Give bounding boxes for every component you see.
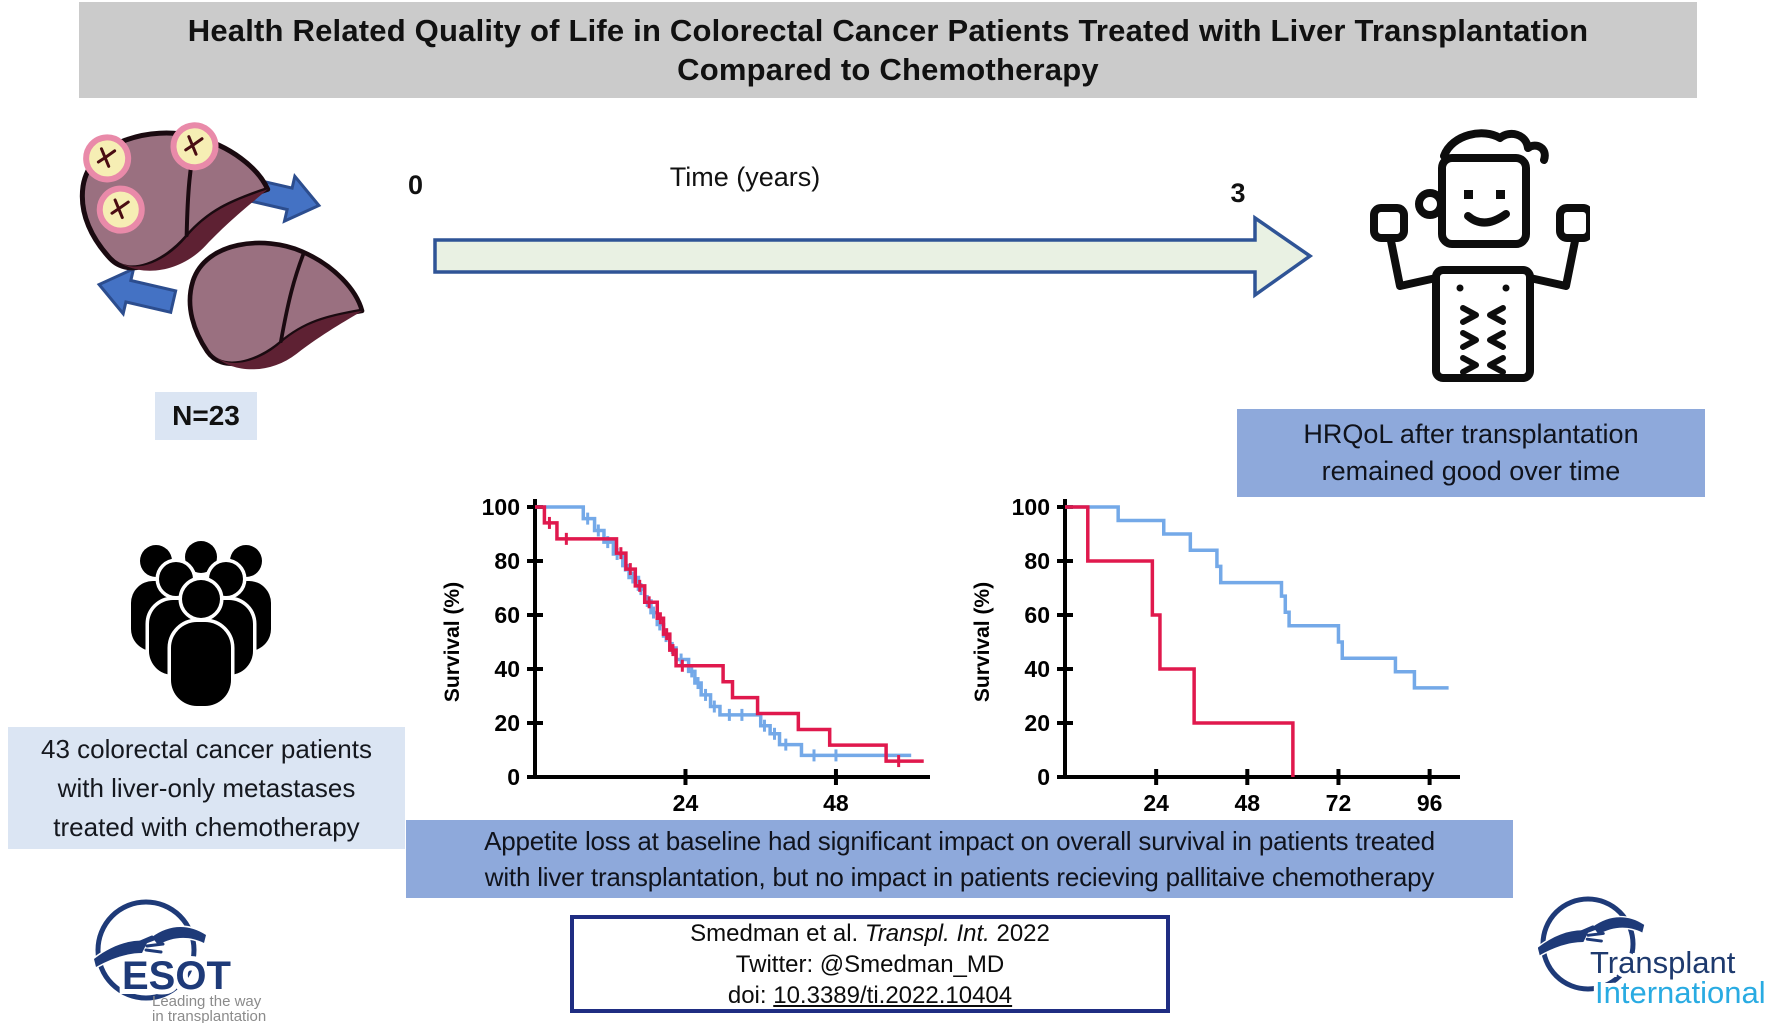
- km-chart-overall-survival: 0 20 40 60 80 100 24 48 Survival (%): [441, 494, 930, 816]
- chemo-group-line-2: with liver-only metastases: [57, 772, 356, 803]
- healthy-liver-icon: [187, 240, 365, 370]
- y-tick-label: 100: [482, 494, 520, 520]
- y-tick-label: 0: [507, 764, 520, 790]
- tumor-icon: [83, 134, 132, 183]
- esot-logo-text: ESOT: [122, 954, 231, 998]
- chemo-group-box: 43 colorectal cancer patients with liver…: [8, 727, 405, 849]
- km-curve-red-series: [535, 505, 924, 763]
- y-tick-label: 0: [1037, 764, 1050, 790]
- ti-logo-text-1: Transplant: [1590, 945, 1736, 980]
- esot-tagline-1: Leading the way: [152, 993, 262, 1010]
- x-tick-label: 96: [1417, 790, 1443, 816]
- y-tick-label: 40: [1024, 656, 1050, 682]
- x-tick-label: 24: [1143, 790, 1169, 816]
- ti-logo-text-2: International: [1595, 975, 1766, 1010]
- y-tick-label: 100: [1012, 494, 1050, 520]
- x-tick-label: 72: [1326, 790, 1352, 816]
- x-tick-label: 24: [673, 790, 699, 816]
- y-tick-label: 60: [494, 602, 520, 628]
- doi-link[interactable]: 10.3389/ti.2022.10404: [773, 981, 1013, 1009]
- diseased-liver-icon: [79, 122, 271, 271]
- km-chart-appetite-loss: 0 20 40 60 80 100 24 48 72 96 Survival (%): [971, 494, 1460, 816]
- transplant-arrow-left-icon: [96, 266, 178, 317]
- citation-line-1: Smedman et al. Transpl. Int. 2022: [690, 918, 1050, 949]
- tumor-icon: [170, 122, 219, 171]
- y-tick-label: 80: [1024, 548, 1050, 574]
- transplant-international-logo: Transplant International: [1538, 896, 1770, 1014]
- timeline-end-label: 3: [1230, 178, 1246, 208]
- citation-authors: Smedman et al.: [690, 919, 865, 947]
- km-curve-blue-series: [1065, 505, 1449, 690]
- esot-fingers-icon: [136, 934, 165, 954]
- title-line-2: Compared to Chemotherapy: [677, 52, 1099, 87]
- title-line-1: Health Related Quality of Life in Colore…: [187, 13, 1589, 48]
- citation-doi-prefix: doi:: [727, 981, 774, 1009]
- ti-fingers-icon: [1578, 924, 1605, 943]
- esot-hands-icon: [92, 925, 208, 970]
- citation-year: 2022: [989, 919, 1050, 947]
- y-axis-label: Survival (%): [441, 582, 464, 702]
- x-tick-label: 48: [823, 790, 849, 816]
- citation-twitter: Twitter: @Smedman_MD: [735, 950, 1005, 978]
- hrqol-line-2: remained good over time: [1321, 456, 1621, 486]
- title-bar: Health Related Quality of Life in Colore…: [79, 2, 1697, 98]
- esot-tagline-2: in transplantation: [152, 1008, 266, 1023]
- tumor-icon: [96, 185, 145, 234]
- strong-patient-icon: [1370, 129, 1590, 382]
- km-curve-blue-series: [535, 505, 912, 758]
- hrqol-line-1: HRQoL after transplantation: [1303, 419, 1639, 449]
- timeline-arrow-icon: [433, 214, 1314, 299]
- transplant-n-label: N=23: [172, 400, 240, 431]
- timeline-start-label: 0: [408, 170, 424, 200]
- citation-doi-line: doi: 10.3389/ti.2022.10404: [728, 980, 1012, 1011]
- citation-box: Smedman et al. Transpl. Int. 2022 Twitte…: [570, 915, 1170, 1013]
- patient-group-icon: [127, 537, 275, 710]
- liver-transplant-illustration: [79, 122, 365, 370]
- conclusion-line-1: Appetite loss at baseline had significan…: [484, 826, 1435, 856]
- hrqol-outcome-box: HRQoL after transplantation remained goo…: [1237, 409, 1705, 497]
- y-tick-label: 20: [1024, 710, 1050, 736]
- conclusion-banner: Appetite loss at baseline had significan…: [406, 820, 1513, 898]
- km-curve-red-series: [1065, 505, 1295, 777]
- y-tick-label: 40: [494, 656, 520, 682]
- conclusion-line-2: with liver transplantation, but no impac…: [484, 862, 1435, 892]
- chemo-group-line-1: 43 colorectal cancer patients: [41, 733, 372, 764]
- chemo-group-line-3: treated with chemotherapy: [53, 811, 360, 842]
- y-tick-label: 20: [494, 710, 520, 736]
- x-tick-label: 48: [1235, 790, 1261, 816]
- y-tick-label: 80: [494, 548, 520, 574]
- y-axis-label: Survival (%): [971, 582, 994, 702]
- transplant-n-badge: N=23: [155, 392, 257, 440]
- y-tick-label: 60: [1024, 602, 1050, 628]
- esot-logo-circle-icon: [95, 899, 197, 1001]
- timeline-axis-label: Time (years): [669, 162, 821, 192]
- esot-logo: ESOT Leading the way in transplantation: [92, 899, 266, 1023]
- citation-journal: Transpl. Int.: [864, 919, 990, 947]
